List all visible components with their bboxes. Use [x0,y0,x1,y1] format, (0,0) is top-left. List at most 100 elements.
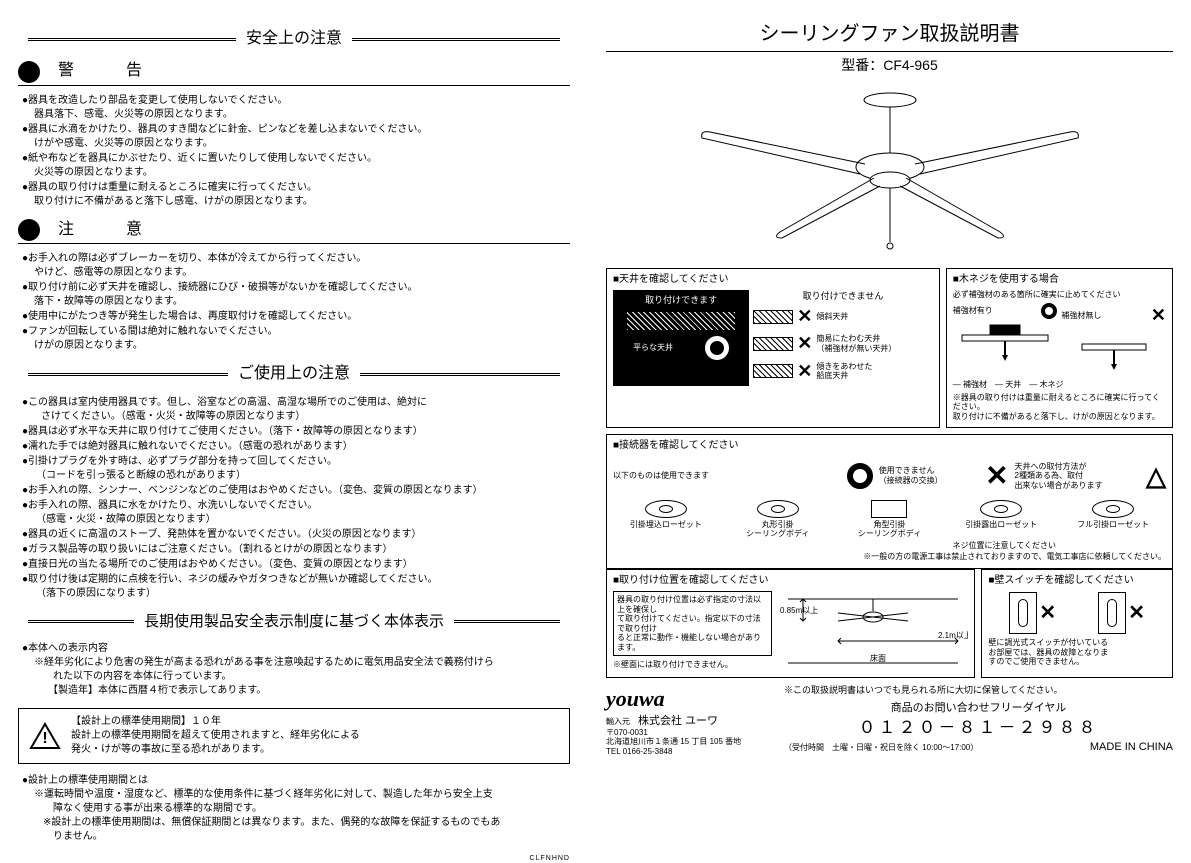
caution-heading: ！ 注 意 [18,219,570,244]
addr: 北海道旭川市１条通 15 丁目 105 番地 [606,737,766,747]
list-item: 器具を改造したり部品を変更して使用しないでください。器具落下、感電、火災等の原因… [22,94,570,122]
connector-item: 引掛露出ローゼット [948,500,1054,539]
triangle-icon: △ [1146,458,1166,494]
design-life-box: ! 【設計上の標準使用期間】１０年設計上の標準使用期間を超えて使用されますと、経… [18,708,570,764]
warning-list: 器具を改造したり部品を変更して使用しないでください。器具落下、感電、火災等の原因… [18,94,570,209]
list-item: 濡れた手では絶対器具に触れないでください。（感電の恐れがあります） [22,440,570,454]
list-item: お手入れの際は必ずブレーカーを切り、本体が冷えてから行ってください。やけど、感電… [22,252,570,280]
importer-label: 輸入元 [606,717,630,726]
brand-logo: youwa [606,684,766,715]
product-title: シーリングファン取扱説明書 [606,20,1173,52]
conn-ok: 以下のものは使用できます [613,471,709,481]
list-item: 器具に水滴をかけたり、器具のすき間などに針金、ピンなどを差し込まないでください。… [22,123,570,151]
ceiling-ng-row: ✕傾きをあわせた 船底天井 [753,359,933,384]
list-item: 器具の近くに高温のストーブ、発熱体を置かないでください。（火災の原因となります） [22,528,570,542]
list-item: 紙や布などを器具にかぶせたり、近くに置いたりして使用しないでください。火災等の原… [22,152,570,180]
triangle-warn-icon: ! [29,722,61,750]
position-diagram: 0.85m以上 2.1m以上 床面 [778,591,968,671]
exclaim-icon: ！ [18,219,40,241]
made-in: MADE IN CHINA [1090,740,1173,755]
connector-item: 角型引掛 シーリングボディ [837,500,943,539]
switch-icon [1098,592,1126,634]
std-period: 設計上の標準使用期間とは ※運転時間や温度・湿度など、標準的な使用条件に基づく経… [18,774,570,844]
safety-title: 安全上の注意 [18,28,570,50]
flat-ceiling: 平らな天井 [633,343,673,353]
pos-text: 器具の取り付け位置は必ず指定の寸法以上を確保し て取り付けてください。指定以下の… [613,591,772,657]
ng-label: 取り付けできません [753,290,933,303]
panel-title: 接続器を確認してください [613,439,1166,453]
list-item: 引掛けプラグを外す時は、必ずプラグ部分を持って回してください。 （コードを引っ張… [22,455,570,483]
display-intro: 本体への表示内容 ※経年劣化により危害の発生が高まる恐れがある事を注意喚起するた… [18,642,570,698]
has-reinforce: 補強材有り [953,306,993,316]
switch-icon [1009,592,1037,634]
exclaim-icon: ！ [18,61,40,83]
no-reinforce: 補強材無し [1061,311,1101,321]
usage-title: ご使用上の注意 [18,363,570,385]
list-item: お手入れの際、器具に水をかけたり、水洗いしないでください。 （感電・火災・故障の… [22,499,570,527]
display-intro-text: ※経年劣化により危害の発生が高まる恐れがある事を注意喚起するために電気用品安全法… [31,656,570,698]
screw-ng-diagram [1080,328,1148,372]
list-item: 器具の取り付けは重量に耐えるところに確実に行ってください。取り付けに不備があると… [22,181,570,209]
cross-icon: ✕ [1151,303,1166,328]
footer-code: CLFNHND [18,854,570,863]
cross-icon: ✕ [1039,599,1056,627]
tel: TEL 0166-25-3848 [606,747,766,757]
wall-text: 壁に調光式スイッチが付いている お部屋では、器具の故障となりま すのでご使用でき… [988,638,1166,667]
circle-icon [1041,303,1057,319]
std-label: 設計上の標準使用期間とは [28,775,148,786]
list-item: お手入れの際、シンナー、ベンジンなどのご使用はおやめください。（変色、変質の原因… [22,484,570,498]
hours: （受付時間 土曜・日曜・祝日を除く 10:00～17:00） [784,743,978,753]
ceiling-ng-row: ✕傾斜天井 [753,304,933,329]
list-item: ファンが回転している間は絶対に触れないでください。けがの原因となります。 [22,325,570,353]
panel-title: 壁スイッチを確認してください [988,574,1166,588]
wall-switch-panel: 壁スイッチを確認してください ✕ ✕ 壁に調光式スイッチが付いている お部屋では… [981,569,1173,678]
ok-label: 取り付けできます [617,294,745,307]
position-panel: 取り付け位置を確認してください 器具の取り付け位置は必ず指定の寸法以上を確保し … [606,569,975,678]
box-text: 【設計上の標準使用期間】１０年設計上の標準使用期間を超えて使用されますと、経年劣… [71,715,360,757]
panel-title: 取り付け位置を確認してください [613,574,968,588]
display-intro-label: 本体への表示内容 [28,643,108,654]
list-item: この器具は室内使用器具です。但し、浴室などの高温、高湿な場所でのご使用は、絶対に… [22,396,570,424]
conn-foot2: ※一般の方の電源工事は禁止されておりますので、電気工事店に依頼してください。 [613,552,1166,562]
connector-item: 引掛埋込ローゼット [613,500,719,539]
ceiling-fan-illustration [670,82,1110,262]
std-text: ※運転時間や温度・湿度など、標準的な使用条件に基づく経年劣化に対して、製造した年… [31,788,570,844]
dim-w: 2.1m以上 [938,631,968,640]
dim-h: 0.85m以上 [780,606,818,615]
pos-text2: ※壁面には取り付けできません。 [613,660,772,670]
contact: 商品のお問い合わせフリーダイヤル [784,701,1173,716]
list-item: 使用中にがたつき等が発生した場合は、再度取付けを確認してください。 [22,310,570,324]
phone: ０１２０－８１－２９８８ [784,716,1173,740]
label-b: 天井 [1005,380,1021,389]
circle-icon [847,463,873,489]
connector-panel: 接続器を確認してください 以下のものは使用できます 使用できません （接続器の交… [606,434,1173,569]
ceiling-ng-row: ✕簡易にたわむ天井 （補強材が無い天井） [753,331,933,356]
warning-label: 警 告 [58,60,160,82]
conn-footnote: ネジ位置に注意してください [613,541,1056,551]
cross-icon: ✕ [1128,599,1145,627]
footer: youwa 輸入元 株式会社 ユーワ 〒070-0031 北海道旭川市１条通 1… [606,684,1173,757]
cross-icon: ✕ [985,456,1008,495]
list-item: 取り付け前に必ず天井を確認し、接続器にひび・破損等がないかを確認してください。落… [22,281,570,309]
right-page: シーリングファン取扱説明書 型番：CF4-965 天井を確認してください 取り付… [588,0,1191,842]
model-number: 型番：CF4-965 [606,56,1173,76]
floor: 床面 [870,653,886,663]
longterm-title: 長期使用製品安全表示制度に基づく本体表示 [18,611,570,632]
usage-list: この器具は室内使用器具です。但し、浴室などの高温、高湿な場所でのご使用は、絶対に… [18,396,570,601]
list-item: 取り付け後は定期的に点検を行い、ネジの緩みやガタつきなどが無いか確認してください… [22,573,570,601]
label-a: 補強材 [963,380,987,389]
warning-heading: ！ 警 告 [18,60,570,85]
wood-screw-panel: 木ネジを使用する場合 必ず補強材のある箇所に確実に止めてください 補強材有り [946,268,1173,429]
label-c: 木ネジ [1040,380,1064,389]
left-page: 安全上の注意 ！ 警 告 器具を改造したり部品を変更して使用しないでください。器… [0,0,588,842]
screw-ok-diagram [960,319,1050,363]
connector-item: 丸形引掛 シーリングボディ [725,500,831,539]
ceiling-check-panel: 天井を確認してください 取り付けできます 平らな天井 取り付けできません ✕傾斜… [606,268,940,429]
connector-item: フル引掛ローゼット [1060,500,1166,539]
circle-icon [705,336,729,360]
list-item: 直接日光の当たる場所でのご使用はおやめください。（変色、変質の原因となります） [22,558,570,572]
screw-warn: ※器具の取り付けは重量に耐えるところに確実に行ってく ださい。 取り付けに不備が… [953,393,1166,422]
caution-label: 注 意 [58,219,160,241]
keep-note: ※この取扱説明書はいつでも見られる所に大切に保管してください。 [784,684,1173,697]
screw-note: 必ず補強材のある箇所に確実に止めてください [953,290,1166,300]
